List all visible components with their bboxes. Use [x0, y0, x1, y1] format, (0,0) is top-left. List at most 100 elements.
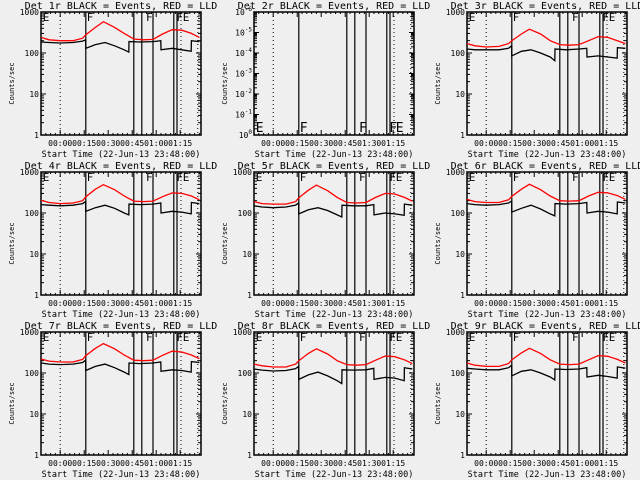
event-marker-e: E	[609, 171, 616, 184]
event-marker-e: E	[183, 11, 190, 24]
x-axis-label: Start Time (22-Jun-13 23:48:00)	[468, 310, 627, 320]
event-marker-f: F	[389, 171, 396, 184]
series-line-lld	[466, 347, 626, 368]
y-tick-label: 100	[25, 49, 40, 58]
y-tick-label: 10	[455, 250, 465, 259]
event-marker-f: F	[300, 171, 307, 184]
y-tick-label: 100	[451, 369, 466, 378]
y-tick-exponent: -4	[245, 47, 253, 54]
chart-title: Det 6r BLACK = Events, RED = LLD	[451, 161, 640, 172]
x-tick-label: 00:45	[546, 299, 570, 308]
y-tick-label: 10	[29, 410, 39, 419]
y-tick-label: 10	[29, 250, 39, 259]
x-tick-label: 01:00	[144, 139, 168, 148]
x-tick-label: 00:30	[96, 299, 120, 308]
x-tick-label: 00:15	[72, 299, 96, 308]
x-axis-label: Start Time (22-Jun-13 23:48:00)	[468, 150, 627, 160]
x-tick-label: 01:15	[381, 139, 405, 148]
event-marker-f: F	[359, 121, 367, 136]
y-tick-label: 10-2	[235, 88, 252, 99]
chart-panel-6: Det 6r BLACK = Events, RED = LLD 1 10 100 10…	[434, 161, 640, 320]
y-tick-label: 1000	[20, 328, 39, 337]
x-tick-label: 00:30	[522, 299, 546, 308]
x-tick-label: 01:15	[594, 459, 618, 468]
y-tick-exponent: -5	[245, 27, 253, 34]
x-tick-label: 01:30	[357, 299, 381, 308]
event-marker-f: F	[602, 11, 609, 24]
y-tick-label: 1	[34, 291, 39, 300]
event-marker-e: E	[396, 171, 403, 184]
x-tick-label: 00:15	[285, 299, 309, 308]
chart-panel-9: Det 9r BLACK = Events, RED = LLD 1 10 100 10…	[434, 321, 640, 480]
event-marker-e: E	[396, 121, 404, 136]
event-marker-e: E	[183, 171, 190, 184]
series-line-lld	[253, 184, 413, 205]
y-tick-label: 1	[460, 131, 465, 140]
chart-title: Det 4r BLACK = Events, RED = LLD	[25, 161, 218, 172]
x-axis-label: Start Time (22-Jun-13 23:48:00)	[42, 150, 201, 160]
x-tick-label: 00:45	[546, 139, 570, 148]
y-tick-label: 1000	[233, 168, 252, 177]
y-tick-label: 10	[455, 90, 465, 99]
y-tick-label: 1	[247, 291, 252, 300]
event-marker-e: E	[609, 11, 616, 24]
y-tick-label: 1000	[20, 168, 39, 177]
x-tick-label: 00:45	[333, 139, 357, 148]
x-tick-label: 01:30	[357, 139, 381, 148]
y-tick-label: 1	[34, 451, 39, 460]
plot-frame	[253, 171, 415, 296]
event-marker-f: F	[176, 11, 183, 24]
chart-title: Det 9r BLACK = Events, RED = LLD	[451, 321, 640, 332]
chart-title: Det 8r BLACK = Events, RED = LLD	[238, 321, 431, 332]
x-axis-label: Start Time (22-Jun-13 23:48:00)	[42, 470, 201, 480]
x-tick-label: 00:00	[261, 139, 285, 148]
y-axis-label: Counts/sec	[434, 382, 442, 424]
event-marker-e: E	[256, 121, 264, 136]
x-tick-label: 00:45	[120, 139, 144, 148]
x-tick-label: 01:15	[381, 299, 405, 308]
y-axis-label: Counts/sec	[221, 222, 229, 264]
x-axis-label: Start Time (22-Jun-13 23:48:00)	[42, 310, 201, 320]
y-tick-label: 100	[25, 369, 40, 378]
event-marker-e: E	[43, 11, 50, 24]
event-marker-e: E	[469, 11, 476, 24]
chart-panel-8: Det 8r BLACK = Events, RED = LLD 1 10 100 10…	[221, 321, 430, 480]
y-tick-exponent: -2	[245, 88, 253, 95]
x-tick-label: 00:00	[48, 299, 72, 308]
series-line-lld	[466, 183, 626, 204]
x-axis-label: Start Time (22-Jun-13 23:48:00)	[468, 470, 627, 480]
event-marker-f: F	[602, 331, 609, 344]
x-tick-label: 01:00	[144, 299, 168, 308]
y-axis-label: Counts/sec	[434, 62, 442, 104]
x-tick-label: 01:00	[144, 459, 168, 468]
y-axis-label: Counts/sec	[8, 222, 16, 264]
x-tick-label: 00:00	[261, 459, 285, 468]
x-tick-label: 00:30	[96, 459, 120, 468]
plot-frame	[466, 331, 628, 456]
y-tick-exponent: -3	[245, 68, 253, 75]
x-tick-label: 01:15	[168, 299, 192, 308]
series-line-lld	[40, 20, 200, 42]
y-tick-label: 1000	[20, 8, 39, 17]
x-tick-label: 00:45	[120, 299, 144, 308]
chart-title: Det 1r BLACK = Events, RED = LLD	[25, 1, 218, 12]
chart-panel-3: Det 3r BLACK = Events, RED = LLD 1 10 100 10…	[434, 1, 640, 160]
x-tick-label: 01:00	[570, 299, 594, 308]
y-tick-label: 100	[238, 369, 253, 378]
series-line-events	[466, 199, 626, 217]
plot-frame	[40, 331, 202, 456]
event-marker-f: F	[513, 11, 520, 24]
y-tick-label: 10-1	[235, 109, 252, 120]
y-tick-label: 1	[247, 451, 252, 460]
event-marker-e: E	[396, 331, 403, 344]
event-marker-e: E	[43, 331, 50, 344]
y-axis-label: Counts/sec	[434, 222, 442, 264]
y-tick-label: 100	[238, 209, 253, 218]
plot-frame	[466, 11, 628, 136]
x-tick-label: 00:00	[474, 139, 498, 148]
event-marker-f: F	[389, 121, 397, 136]
x-tick-label: 00:00	[474, 299, 498, 308]
x-tick-label: 00:15	[72, 459, 96, 468]
event-marker-f: F	[572, 331, 579, 344]
